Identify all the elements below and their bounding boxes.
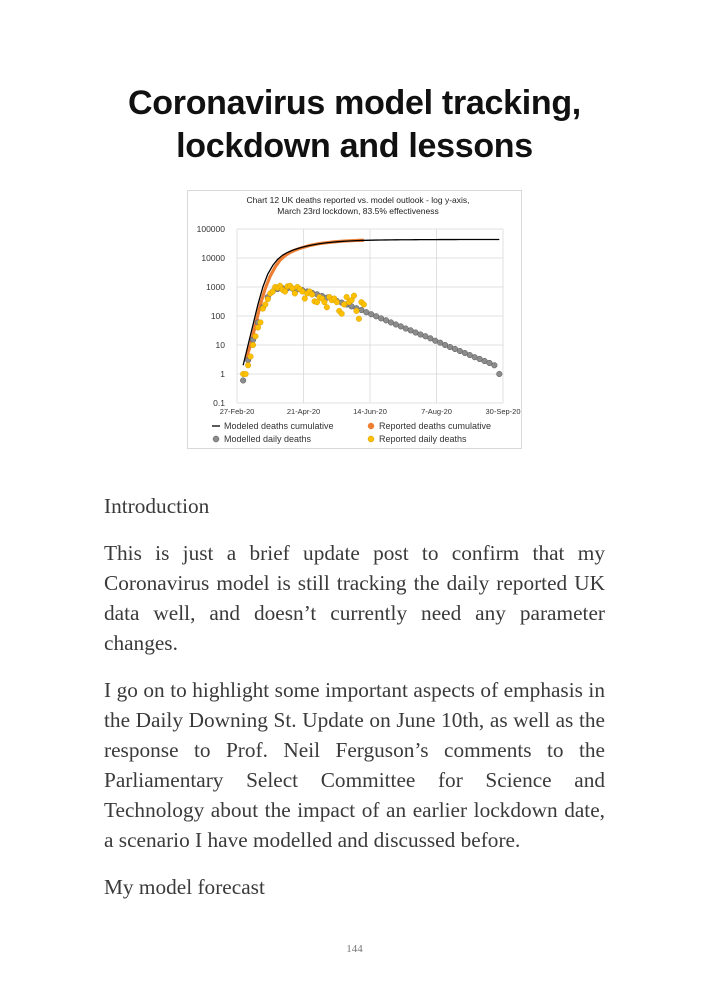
- page-number: 144: [346, 943, 363, 955]
- reported-daily-point: [254, 324, 261, 331]
- legend-swatch-marker: [367, 422, 375, 430]
- paragraph: I go on to highlight some important aspe…: [104, 678, 605, 852]
- reported-daily-point: [245, 362, 252, 369]
- chart-svg: Chart 12 UK deaths reported vs. model ou…: [197, 195, 521, 444]
- modelled-daily-point: [427, 335, 434, 342]
- title-line: Coronavirus model tracking,: [128, 84, 581, 122]
- y-tick-label: 100000: [197, 224, 226, 234]
- reported-daily-point: [247, 353, 254, 360]
- reported-daily-point: [257, 319, 264, 326]
- reported-daily-point: [282, 288, 289, 295]
- reported-daily-point: [252, 333, 259, 340]
- reported-daily-point: [360, 301, 367, 308]
- page-title: Coronavirus model tracking, lockdown and…: [0, 82, 709, 168]
- legend-label: Modelled daily deaths: [224, 434, 312, 444]
- reported-daily-point: [333, 299, 340, 306]
- x-tick-label: 30-Sep-20: [485, 407, 520, 416]
- x-tick-label: 7-Aug-20: [421, 407, 452, 416]
- reported-daily-point: [338, 310, 345, 317]
- legend-label: Modeled deaths cumulative: [224, 421, 334, 431]
- reported-daily-point: [343, 294, 350, 301]
- modelled-daily-point: [240, 377, 247, 384]
- chart-title-line: March 23rd lockdown, 83.5% effectiveness: [277, 206, 438, 216]
- reported-daily-point: [309, 291, 316, 298]
- reported-daily-point: [289, 285, 296, 292]
- legend-swatch-marker: [212, 435, 220, 443]
- reported-daily-point: [341, 301, 348, 308]
- section-heading: My model forecast: [104, 875, 265, 899]
- reported-daily-point: [353, 307, 360, 314]
- x-tick-label: 14-Jun-20: [353, 407, 387, 416]
- legend-swatch-marker: [367, 435, 375, 443]
- modelled-daily-point: [496, 370, 503, 378]
- reported-daily-point: [250, 341, 257, 348]
- reported-daily-point: [314, 299, 321, 306]
- reported-daily-point: [350, 292, 357, 299]
- reported-daily-point: [264, 296, 271, 303]
- body-text: Introduction This is just a brief update…: [104, 491, 605, 919]
- x-tick-label: 21-Apr-20: [287, 407, 320, 416]
- reported-daily-point: [355, 315, 362, 322]
- y-tick-label: 1000: [206, 282, 225, 292]
- reported-daily-point: [301, 295, 308, 302]
- section-heading: Introduction: [104, 494, 210, 518]
- reported-daily-point: [321, 299, 328, 306]
- y-tick-label: 10000: [201, 253, 225, 263]
- y-tick-label: 100: [211, 311, 225, 321]
- paragraph: This is just a brief update post to conf…: [104, 541, 605, 655]
- reported-daily-point: [291, 290, 298, 297]
- chart-title-line: Chart 12 UK deaths reported vs. model ou…: [247, 195, 470, 205]
- reported-daily-point: [242, 370, 249, 377]
- series-line: [242, 238, 500, 366]
- legend-label: Reported daily deaths: [379, 434, 467, 444]
- title-line: lockdown and lessons: [176, 127, 533, 165]
- reported-daily-point: [262, 301, 269, 308]
- y-tick-label: 10: [216, 340, 226, 350]
- x-tick-label: 27-Feb-20: [220, 407, 255, 416]
- modelled-daily-point: [486, 359, 493, 367]
- modelled-daily-point: [491, 362, 498, 369]
- chart-figure: Chart 12 UK deaths reported vs. model ou…: [187, 190, 522, 449]
- y-tick-label: 1: [220, 369, 225, 379]
- reported-daily-point: [323, 304, 330, 311]
- y-tick-label: 0.1: [213, 398, 225, 408]
- legend-label: Reported deaths cumulative: [379, 421, 491, 431]
- modelled-daily-point: [437, 339, 444, 346]
